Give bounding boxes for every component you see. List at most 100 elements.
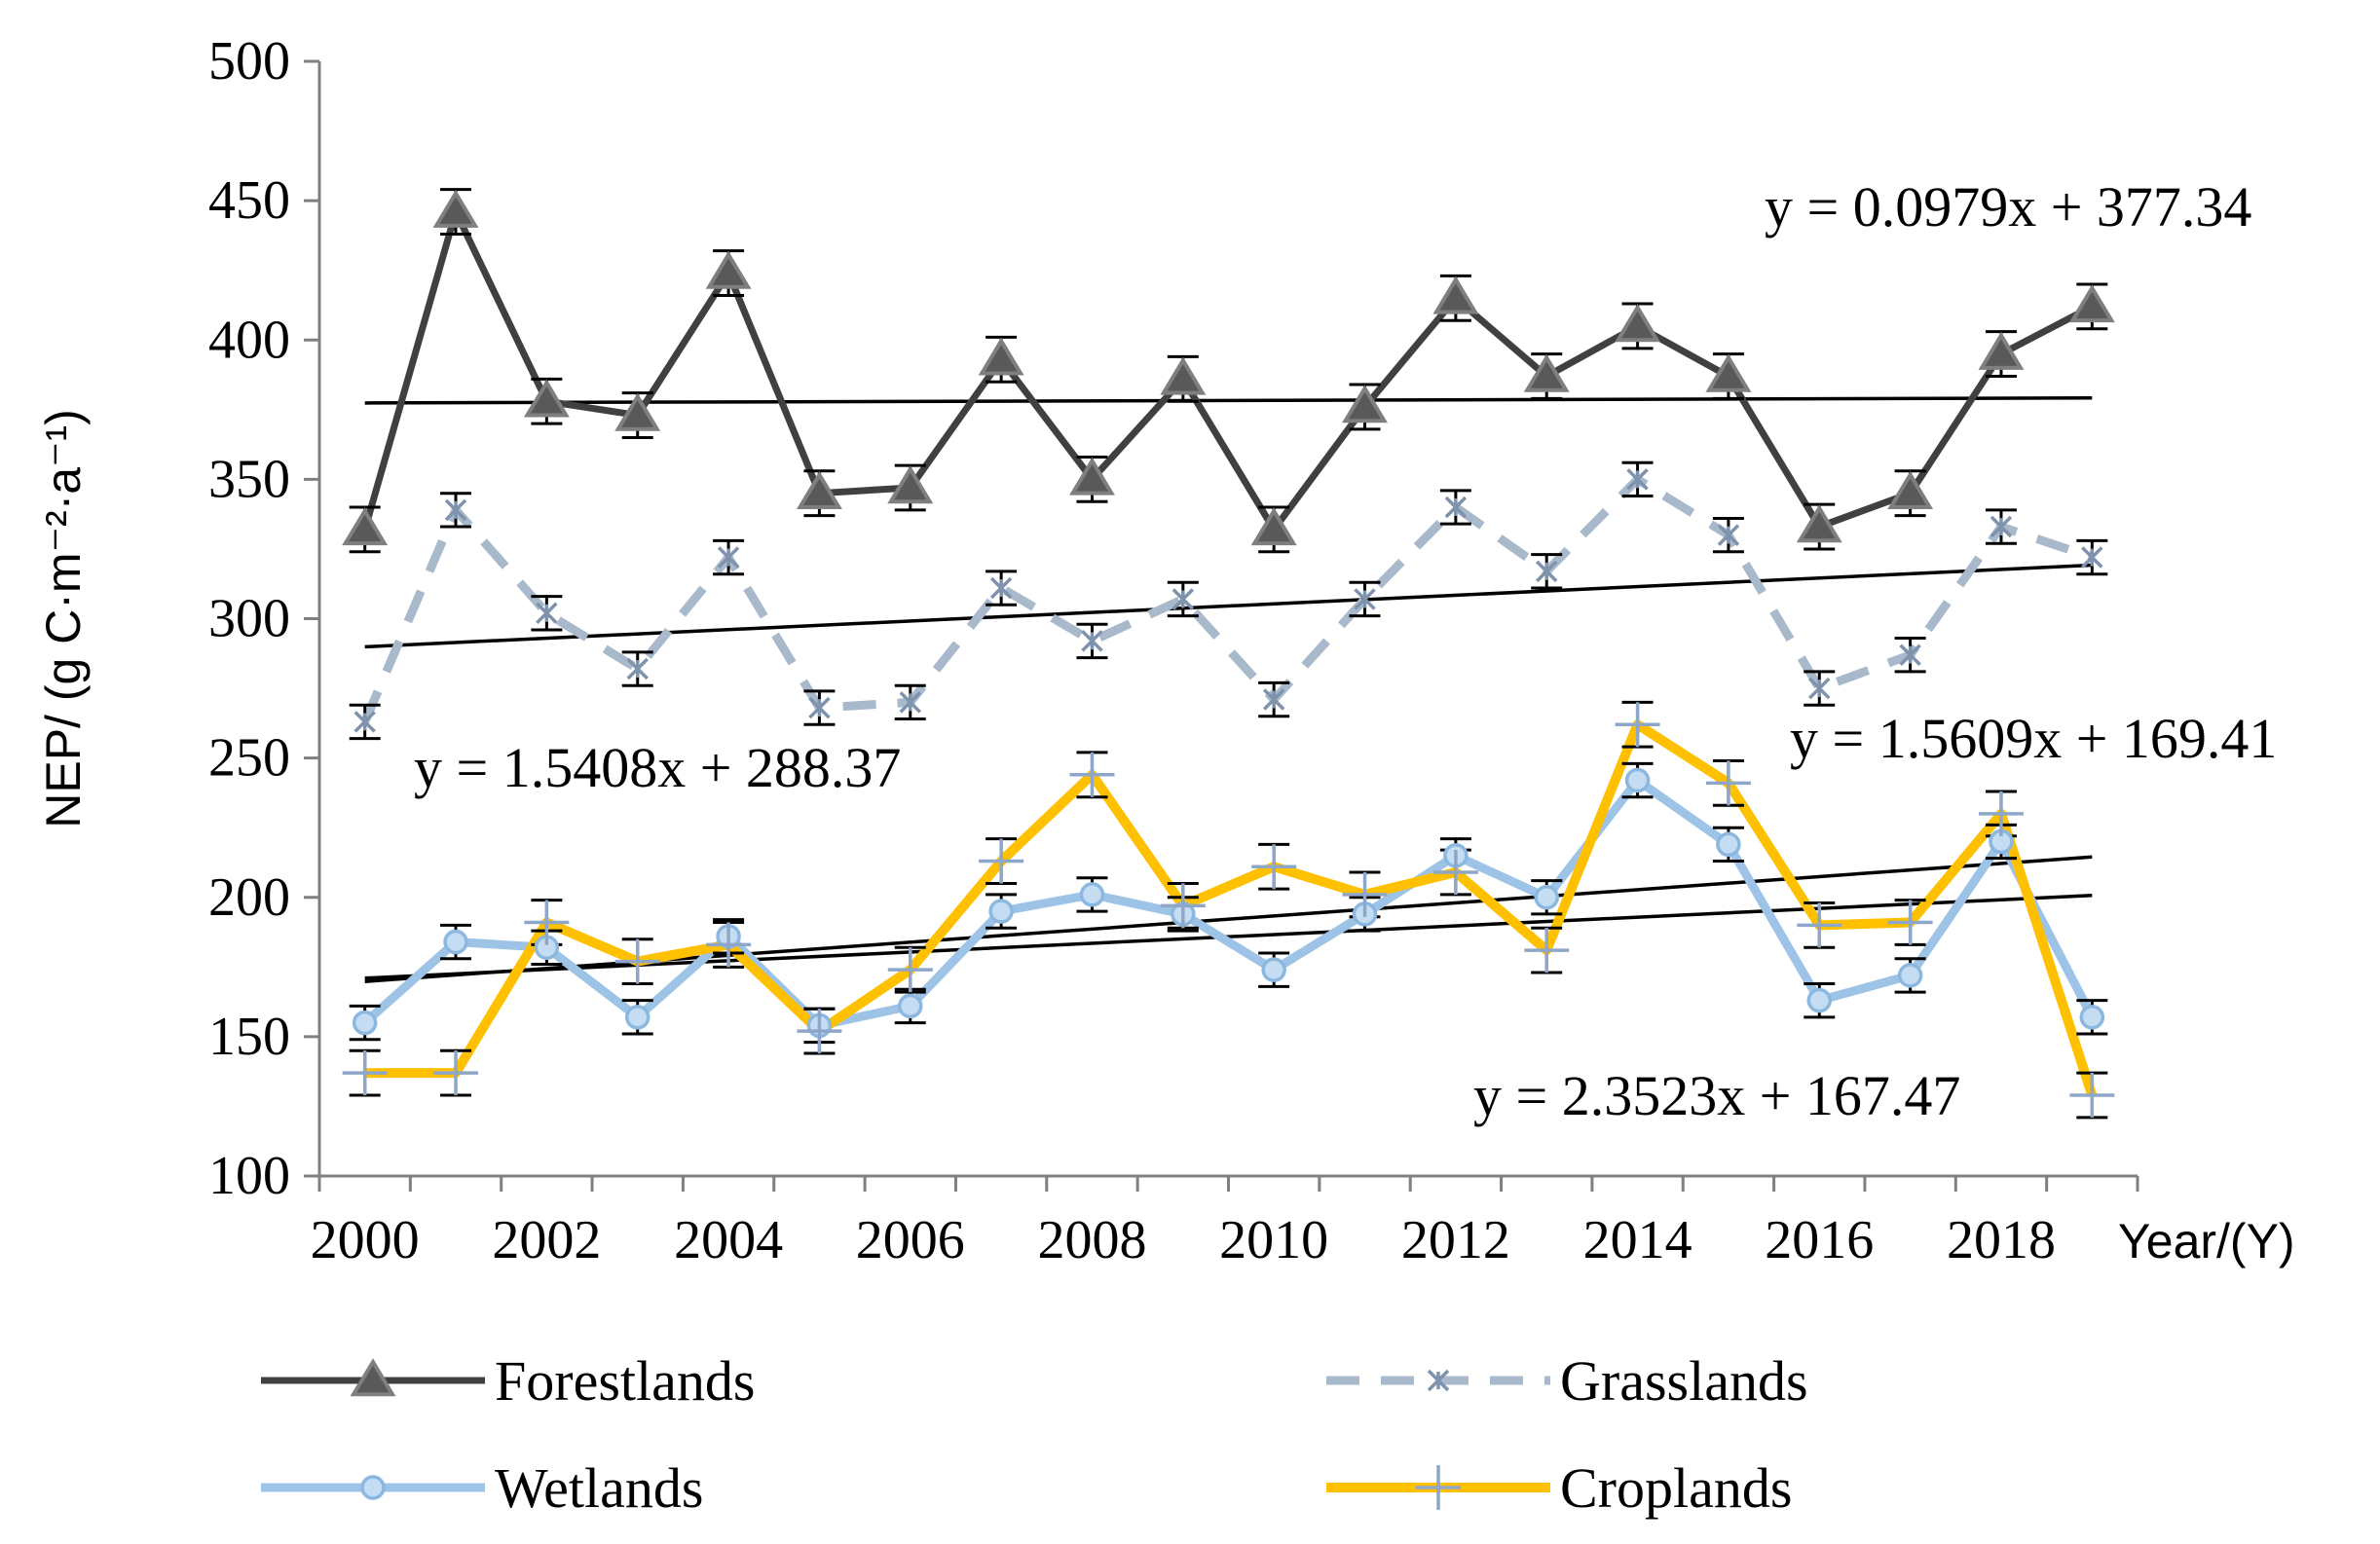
- marker-croplands: [1887, 900, 1933, 945]
- marker-forestlands: [432, 189, 479, 228]
- marker-wetlands: [1534, 885, 1559, 910]
- y-tick-label: 150: [208, 1007, 290, 1067]
- marker-forestlands: [1705, 353, 1752, 392]
- legend: Forestlands Grasslands Wetlands Croplands: [261, 1349, 1808, 1520]
- marker-forestlands: [1796, 504, 1842, 543]
- marker-croplands: [979, 838, 1024, 884]
- marker-grasslands: [444, 498, 467, 522]
- marker-grasslands: [353, 711, 376, 733]
- legend-label: Wetlands: [495, 1456, 703, 1520]
- trend-equation-forestlands: y = 0.0979x + 377.34: [1765, 175, 2251, 239]
- marker-grasslands: [1171, 588, 1195, 610]
- marker-forestlands: [1250, 507, 1297, 546]
- marker-grasslands: [1990, 515, 2013, 538]
- x-tick-label: 2000: [311, 1210, 420, 1270]
- marker-croplands: [1797, 902, 1842, 948]
- trendline-wetlands: [364, 893, 2093, 980]
- x-tick-label: 2008: [1037, 1210, 1146, 1270]
- trendline-grasslands: [364, 563, 2093, 649]
- x-tick-label: 2012: [1401, 1210, 1510, 1270]
- marker-grasslands: [1354, 588, 1376, 610]
- legend-label: Grasslands: [1560, 1349, 1808, 1413]
- marker-croplands: [2069, 1072, 2115, 1118]
- marker-croplands: [797, 1009, 842, 1054]
- marker-forestlands: [523, 379, 570, 418]
- legend-item-grasslands: Grasslands: [1326, 1349, 1808, 1413]
- markers: [342, 189, 2115, 1118]
- marker-grasslands: [1626, 468, 1649, 491]
- marker-croplands: [1160, 883, 1206, 929]
- legend-marker: [1416, 1465, 1461, 1510]
- marker-croplands: [706, 922, 752, 968]
- marker-forestlands: [1342, 385, 1389, 423]
- marker-croplands: [1432, 849, 1478, 895]
- legend-label: Croplands: [1560, 1456, 1792, 1520]
- legend-item-croplands: Croplands: [1326, 1456, 1792, 1520]
- x-axis-title: Year/(Y): [2118, 1214, 2295, 1268]
- marker-wetlands: [1897, 963, 1923, 988]
- marker-wetlands: [1806, 987, 1833, 1013]
- legend-label: Forestlands: [495, 1349, 755, 1413]
- marker-grasslands: [1717, 524, 1740, 546]
- marker-croplands: [887, 947, 933, 993]
- marker-grasslands: [1808, 677, 1831, 700]
- marker-wetlands: [1624, 767, 1651, 793]
- marker-forestlands: [1615, 304, 1661, 343]
- y-tick-label: 500: [208, 31, 290, 92]
- marker-croplands: [524, 900, 570, 945]
- marker-forestlands: [978, 337, 1024, 376]
- y-tick-label: 350: [208, 449, 290, 509]
- x-tick-label: 2010: [1219, 1210, 1328, 1270]
- y-axis-title: NEP/ (g C·m⁻²·a⁻¹): [36, 409, 91, 828]
- trendline-forestlands: [364, 396, 2093, 405]
- x-tick-label: 2006: [856, 1210, 965, 1270]
- legend-marker: [350, 1358, 396, 1397]
- marker-forestlands: [887, 465, 934, 504]
- y-tick-label: 300: [208, 589, 290, 649]
- marker-grasslands: [1444, 496, 1468, 519]
- marker-grasslands: [1535, 560, 1558, 583]
- trendlines: [364, 396, 2093, 983]
- marker-croplands: [614, 938, 660, 984]
- trend-equation-grasslands: y = 1.5408x + 288.37: [414, 736, 901, 799]
- marker-grasslands: [808, 696, 831, 719]
- y-tick-label: 450: [208, 170, 290, 231]
- marker-grasslands: [899, 691, 922, 714]
- marker-croplands: [1615, 702, 1660, 748]
- marker-forestlands: [705, 250, 752, 289]
- marker-croplands: [1342, 871, 1388, 917]
- x-tick-label: 2002: [492, 1210, 601, 1270]
- marker-croplands: [1251, 844, 1297, 890]
- x-tick-label: 2004: [674, 1210, 783, 1270]
- marker-croplands: [1978, 790, 2024, 836]
- marker-grasslands: [626, 657, 649, 680]
- marker-grasslands: [1081, 630, 1103, 652]
- axes: 100 150 200 250 300 350 400 450 500 2000 2002 2004 2…: [36, 31, 2295, 1270]
- marker-wetlands: [443, 929, 468, 955]
- series-line-wetlands: [361, 776, 2097, 1030]
- y-tick-label: 250: [208, 728, 290, 789]
- legend-marker: [360, 1475, 386, 1500]
- marker-wetlands: [2079, 1005, 2105, 1030]
- series-line-forestlands: [361, 208, 2094, 533]
- marker-forestlands: [1160, 356, 1207, 395]
- marker-forestlands: [1523, 353, 1570, 392]
- marker-grasslands: [989, 576, 1013, 600]
- labels: y = 0.0979x + 377.34 y = 1.5408x + 288.37…: [414, 175, 2277, 1127]
- marker-forestlands: [1978, 331, 2025, 370]
- marker-wetlands: [352, 1010, 378, 1036]
- marker-grasslands: [2081, 546, 2103, 569]
- marker-croplands: [1524, 928, 1570, 974]
- marker-forestlands: [1887, 470, 1934, 509]
- marker-wetlands: [1079, 882, 1105, 907]
- marker-forestlands: [1068, 457, 1115, 496]
- marker-croplands: [433, 1050, 479, 1096]
- x-tick-label: 2014: [1583, 1210, 1692, 1270]
- x-tick-label: 2018: [1947, 1210, 2056, 1270]
- marker-forestlands: [796, 470, 842, 509]
- marker-grasslands: [1262, 688, 1285, 711]
- marker-forestlands: [342, 507, 389, 546]
- marker-wetlands: [898, 993, 923, 1019]
- series-line-grasslands: [360, 474, 2094, 724]
